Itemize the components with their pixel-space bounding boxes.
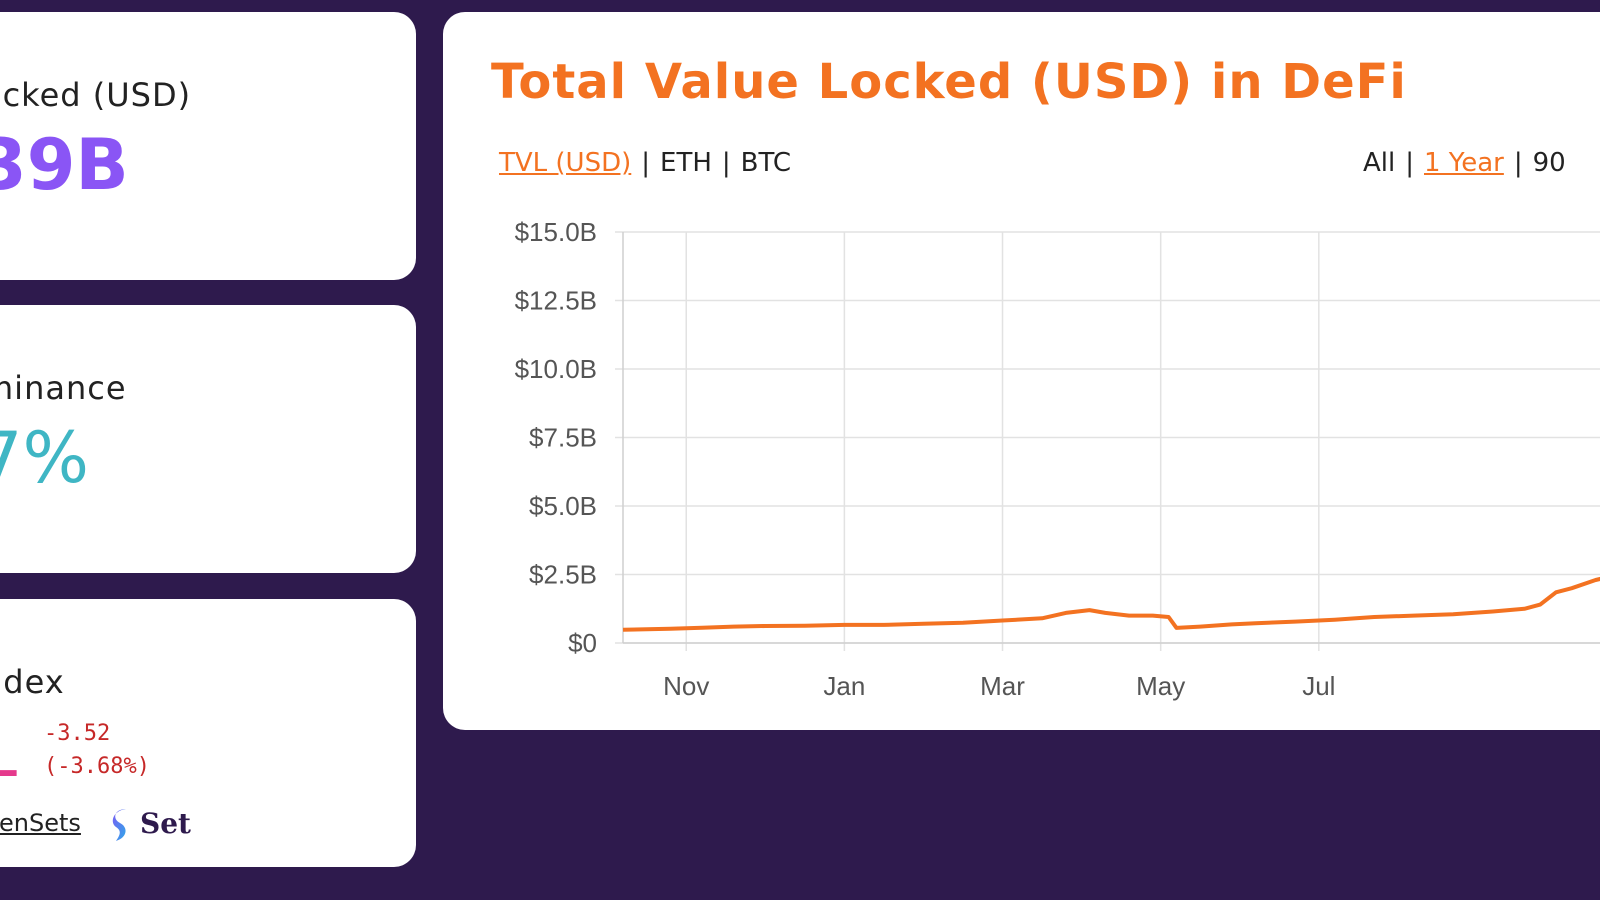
index-change: -3.52 (-3.68%) [44,717,150,783]
tvl-line-chart: $15.0B $12.5B $10.0B $7.5B $5.0B $2.5B $0 Nov Ja… [515,217,1600,701]
dominance-stat-title: minance [0,369,127,407]
x-tick-label: May [1136,671,1185,701]
y-tick-label: $2.5B [529,560,597,590]
metric-toggle: TVL (USD) | ETH | BTC [499,148,791,178]
tvl-series-line [622,576,1600,632]
separator: | [1513,148,1523,178]
range-toggle: All | 1 Year | 90 [1363,148,1566,178]
tvl-stat-card: ocked (USD) 39B [0,12,416,280]
y-tick-label: $5.0B [529,491,597,521]
index-stat-card: ndex L -3.52 (-3.68%) kenSets Set [0,599,416,867]
dominance-stat-card: minance 7% [0,305,416,573]
y-tick-label: $0 [568,628,597,658]
tokensets-link[interactable]: kenSets [0,809,81,837]
tab-eth[interactable]: ETH [660,148,712,178]
range-90[interactable]: 90 [1532,148,1566,178]
separator: | [721,148,731,178]
y-tick-label: $10.0B [515,354,597,384]
y-tick-label: $12.5B [515,286,597,316]
separator: | [641,148,651,178]
x-tick-label: Jan [823,671,865,701]
tvl-stat-title: ocked (USD) [0,76,192,114]
x-tick-label: Nov [663,671,709,701]
set-logo-icon[interactable] [106,805,136,845]
tab-btc[interactable]: BTC [740,148,792,178]
y-tick-label: $15.0B [515,217,597,247]
chart-title: Total Value Locked (USD) in DeFi [491,54,1407,110]
range-all[interactable]: All [1363,148,1396,178]
tab-tvl-usd[interactable]: TVL (USD) [499,148,632,178]
x-tick-label: Mar [980,671,1025,701]
set-logo-text: Set [140,807,191,840]
index-change-pct: (-3.68%) [44,754,150,779]
index-stat-title: ndex [0,663,65,701]
dominance-stat-value: 7% [0,417,90,499]
tvl-chart-card: Total Value Locked (USD) in DeFi TVL (US… [443,12,1600,730]
range-1-year[interactable]: 1 Year [1424,148,1504,178]
separator: | [1405,148,1414,178]
index-change-abs: -3.52 [44,721,111,746]
y-tick-label: $7.5B [529,423,597,453]
tvl-stat-value: 39B [0,124,129,206]
index-stat-value: L [0,717,17,787]
x-tick-label: Jul [1302,671,1335,701]
